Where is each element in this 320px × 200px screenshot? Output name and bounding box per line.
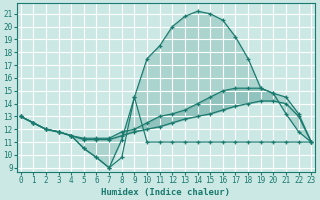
X-axis label: Humidex (Indice chaleur): Humidex (Indice chaleur) — [101, 188, 230, 197]
